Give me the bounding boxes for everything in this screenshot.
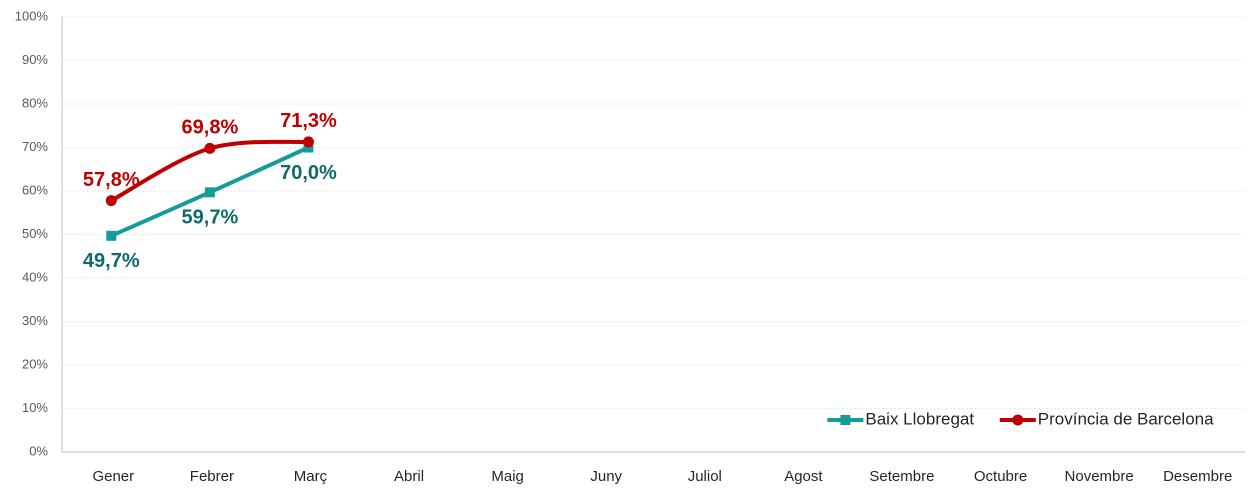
legend-marker (1012, 414, 1024, 426)
y-tick-label: 10% (22, 400, 48, 415)
x-tick-label: Octubre (974, 468, 1027, 485)
x-tick-label: Maig (491, 468, 524, 485)
legend-label: Província de Barcelona (1038, 409, 1214, 428)
y-tick-label: 20% (22, 356, 48, 371)
data-label: 57,8% (83, 169, 140, 191)
data-point (106, 230, 117, 241)
data-label: 69,8% (182, 117, 239, 139)
x-tick-label: Novembre (1065, 468, 1134, 485)
x-tick-label: Gener (92, 468, 134, 485)
data-label: 71,3% (280, 110, 337, 132)
data-point (204, 142, 216, 154)
x-tick-label: Setembre (869, 468, 934, 485)
x-tick-label: Juliol (688, 468, 722, 485)
x-tick-label: Març (294, 468, 328, 485)
data-label: 59,7% (182, 207, 239, 229)
y-tick-label: 40% (22, 269, 48, 284)
x-tick-label: Juny (590, 468, 622, 485)
data-point (302, 136, 314, 148)
y-tick-label: 80% (22, 95, 48, 110)
x-tick-label: Abril (394, 468, 424, 485)
legend-marker (840, 415, 851, 425)
y-tick-label: 90% (22, 52, 48, 67)
y-tick-label: 100% (15, 8, 49, 23)
data-label: 49,7% (83, 250, 140, 272)
x-tick-label: Desembre (1163, 468, 1232, 485)
data-point (105, 195, 117, 207)
legend-label: Baix Llobregat (865, 409, 974, 428)
y-tick-label: 0% (29, 443, 48, 458)
data-label: 70,0% (280, 162, 337, 184)
y-tick-label: 30% (22, 313, 48, 328)
y-tick-label: 50% (22, 226, 48, 241)
x-tick-label: Febrer (190, 468, 234, 485)
y-tick-label: 60% (22, 182, 48, 197)
y-tick-label: 70% (22, 139, 48, 154)
data-point (204, 187, 215, 198)
x-tick-label: Agost (784, 468, 823, 485)
data-point (303, 142, 314, 153)
